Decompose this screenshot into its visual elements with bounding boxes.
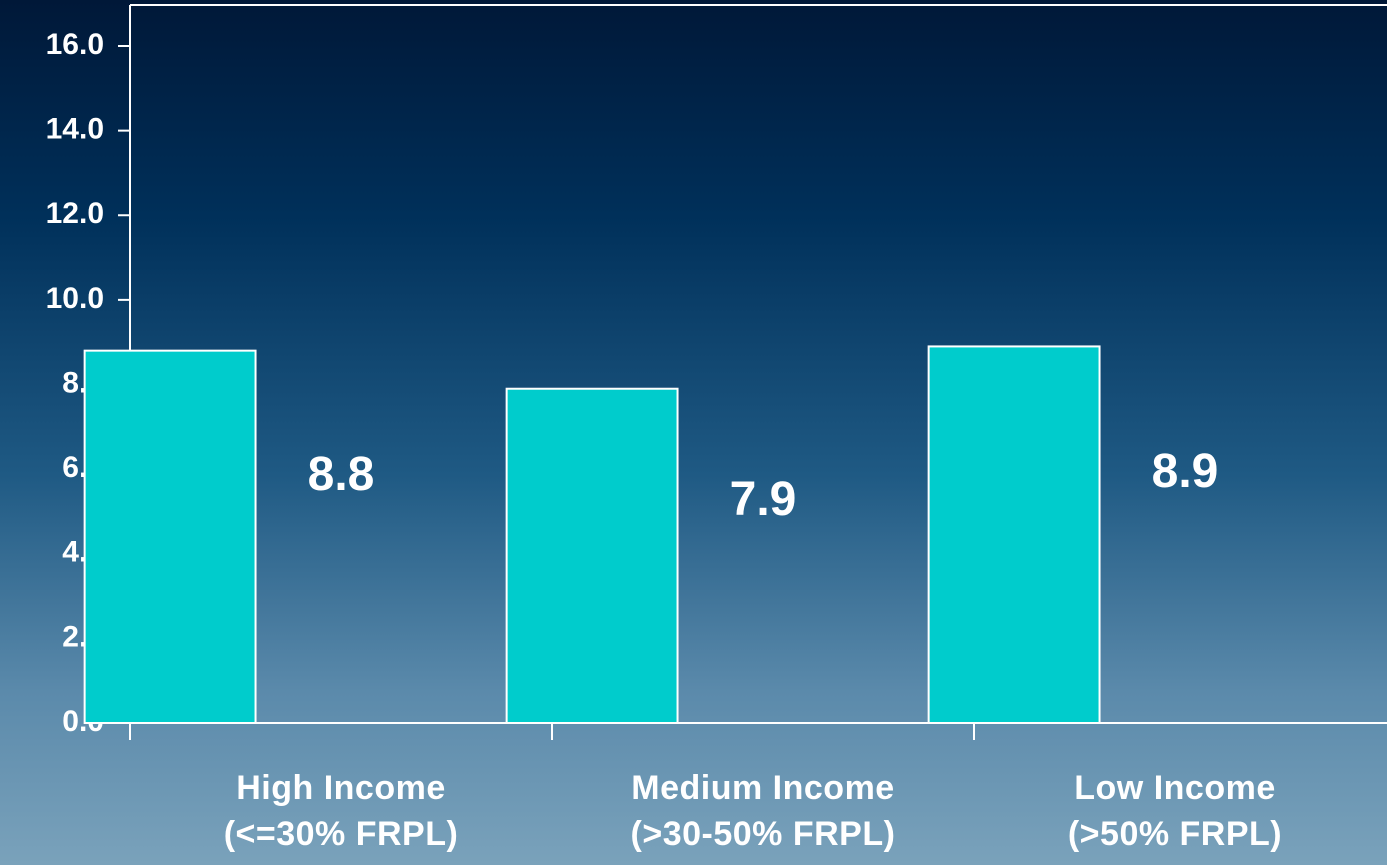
x-tick-label: Medium Income (>30-50% FRPL): [630, 769, 896, 853]
y-tick-label: 14.0: [46, 113, 104, 146]
bar: [83, 349, 257, 724]
x-tick-label: High Income (<=30% FRPL): [223, 769, 459, 853]
value-label: 8.9: [1152, 445, 1219, 498]
y-tick-label: 12.0: [46, 197, 104, 230]
bar: [927, 345, 1101, 724]
value-label: 8.8: [308, 448, 375, 501]
y-tick-label: 16.0: [46, 28, 104, 61]
y-tick-label: 10.0: [46, 282, 104, 315]
bar: [505, 387, 679, 724]
value-label: 7.9: [730, 473, 797, 526]
x-tick-label: Low Income (>50% FRPL): [1067, 769, 1283, 853]
